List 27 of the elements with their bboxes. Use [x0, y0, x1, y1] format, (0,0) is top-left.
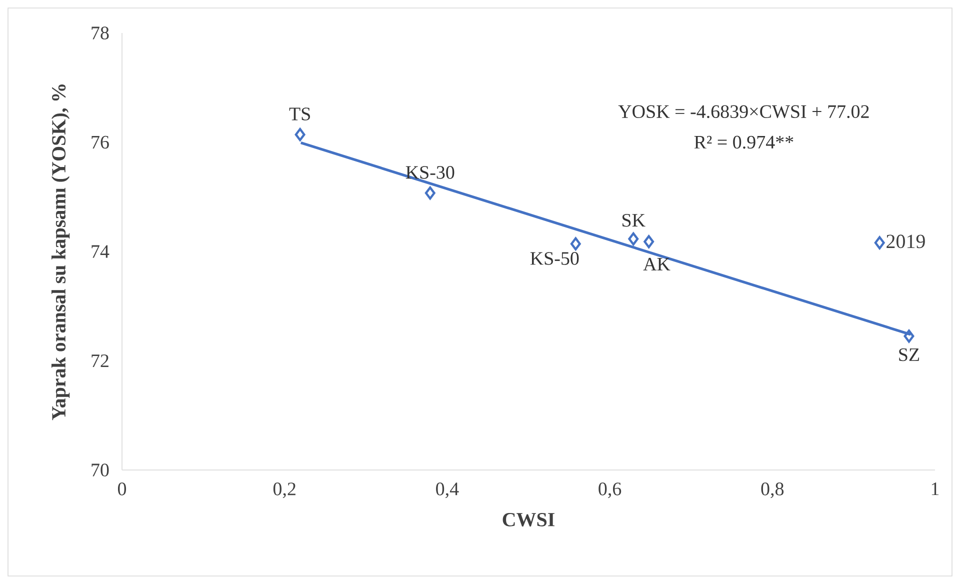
- y-tick-label: 74: [92, 245, 110, 258]
- x-tick-label: 1: [932, 482, 939, 496]
- y-tick-label: 78: [92, 26, 109, 40]
- point: [644, 235, 654, 248]
- point: [424, 186, 436, 200]
- y-tick-label: 72: [92, 354, 108, 368]
- x-axis-title: CWSI: [502, 512, 554, 526]
- annotation: R² = 0.974**: [694, 136, 794, 149]
- annotation: TS: [289, 108, 310, 120]
- point: [294, 128, 306, 142]
- annotation: AK: [643, 258, 670, 270]
- x-tick-label: 0,8: [761, 482, 784, 498]
- annotation: YOSK = -4.6839×CWSI + 77.02: [618, 105, 869, 118]
- y-axis-title: Yaprak oransal su kapsamı (YOSK), %: [51, 84, 70, 420]
- x-tick-label: 0,2: [273, 482, 296, 498]
- point: [628, 232, 639, 246]
- annotation: KS-30: [406, 166, 454, 179]
- x-tick-label: 0,4: [436, 482, 459, 498]
- annotation: SK: [622, 214, 646, 227]
- legend-label: 2019: [886, 234, 925, 248]
- y-tick-label: 76: [92, 136, 109, 149]
- annotation: KS-50: [530, 252, 579, 265]
- annotation: SZ: [899, 348, 920, 362]
- point: [570, 237, 581, 250]
- x-tick-label: 0,6: [598, 482, 622, 498]
- y-tick-label: 70: [92, 464, 109, 476]
- x-tick-label: 0: [118, 482, 126, 496]
